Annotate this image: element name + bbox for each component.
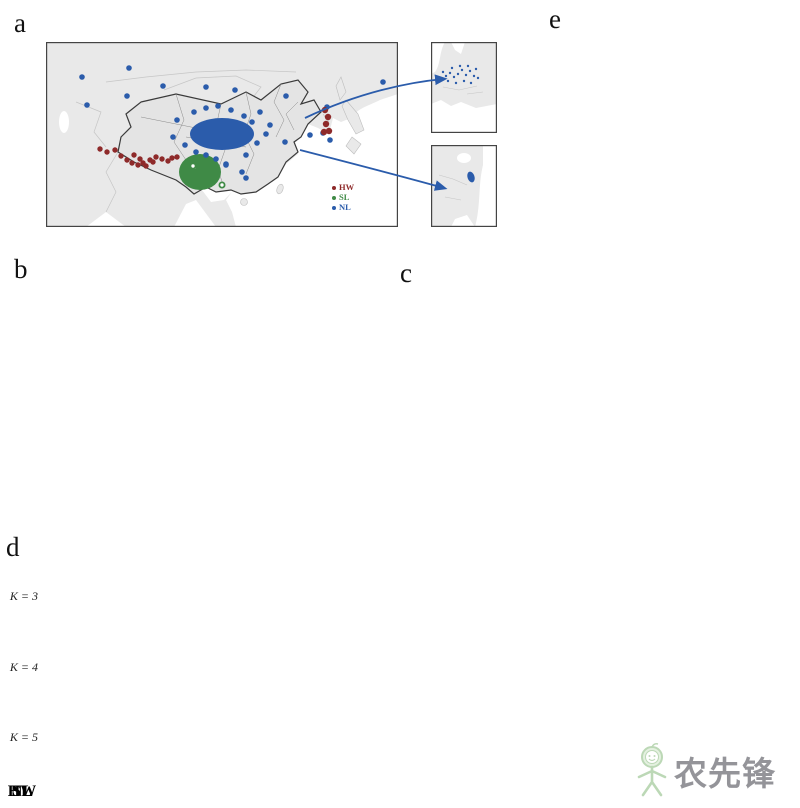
hw-dot-icon <box>332 185 336 190</box>
legend-label-sl: SL <box>339 192 350 202</box>
sl-dot-icon <box>332 195 336 200</box>
pca-scatter-plot <box>400 262 700 514</box>
sl-sampling-sites <box>179 154 226 190</box>
k3-label: K = 3 <box>9 589 38 603</box>
europe-inset-map <box>431 42 497 133</box>
panel-c-letter: c <box>400 258 412 288</box>
panel-b-letter: b <box>14 254 28 284</box>
species-cladogram <box>545 12 800 250</box>
map-legend: HW SL NL <box>332 183 354 213</box>
legend-item-sl: SL <box>332 193 354 202</box>
north-america-inset-map <box>431 145 497 227</box>
population-label-nl: NL <box>10 783 34 800</box>
legend-item-hw: HW <box>332 183 354 192</box>
legend-item-nl: NL <box>332 203 354 212</box>
legend-label-hw: HW <box>339 182 355 192</box>
unrooted-phylogenetic-tree <box>12 258 402 520</box>
admixture-structure-plot <box>38 565 764 780</box>
nl-sampling-sites <box>79 65 386 181</box>
k5-label: K = 5 <box>9 730 38 744</box>
legend-label-nl: NL <box>339 202 351 212</box>
panel-d-letter: d <box>6 532 20 562</box>
panel-e-letter: e <box>549 4 561 34</box>
population-label-hw: HW <box>7 783 37 800</box>
panel-a-letter: a <box>14 8 26 38</box>
nl-dot-icon <box>332 205 336 210</box>
k4-label: K = 4 <box>9 660 38 674</box>
population-label-sl: SL <box>12 783 32 800</box>
